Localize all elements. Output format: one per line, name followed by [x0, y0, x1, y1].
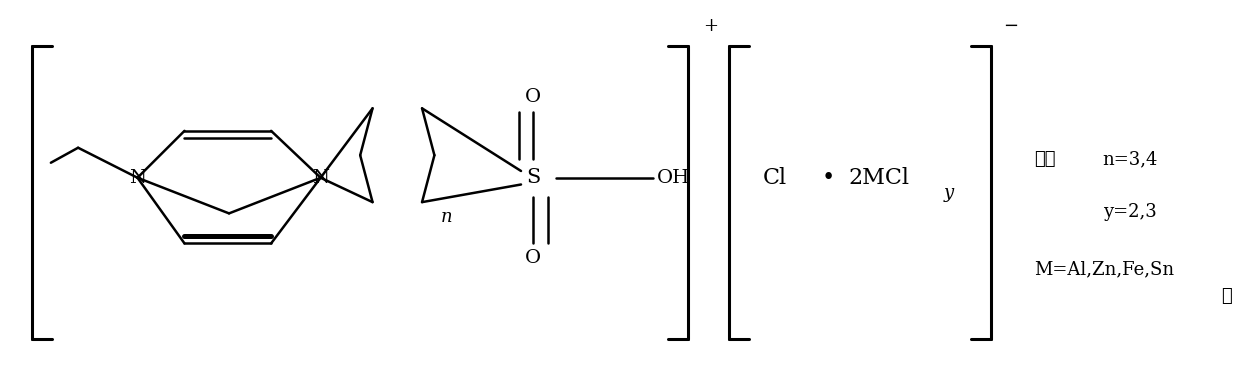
Text: n=3,4: n=3,4 [1102, 150, 1158, 168]
Text: N: N [129, 169, 146, 187]
Text: M=Al,Zn,Fe,Sn: M=Al,Zn,Fe,Sn [1034, 261, 1174, 279]
Text: 。: 。 [1221, 287, 1231, 305]
Text: O: O [526, 249, 542, 267]
Text: 2MCl: 2MCl [849, 167, 910, 189]
Text: 其中: 其中 [1034, 150, 1056, 168]
Text: y: y [944, 184, 955, 202]
Text: S: S [526, 168, 541, 187]
Text: •: • [821, 167, 835, 189]
Text: N: N [312, 169, 329, 187]
Text: y=2,3: y=2,3 [1102, 203, 1156, 220]
Text: n: n [440, 208, 453, 226]
Text: OH: OH [657, 169, 691, 187]
Text: −: − [1003, 17, 1019, 35]
Text: Cl: Cl [763, 167, 786, 189]
Text: O: O [526, 88, 542, 106]
Text: +: + [703, 17, 718, 35]
